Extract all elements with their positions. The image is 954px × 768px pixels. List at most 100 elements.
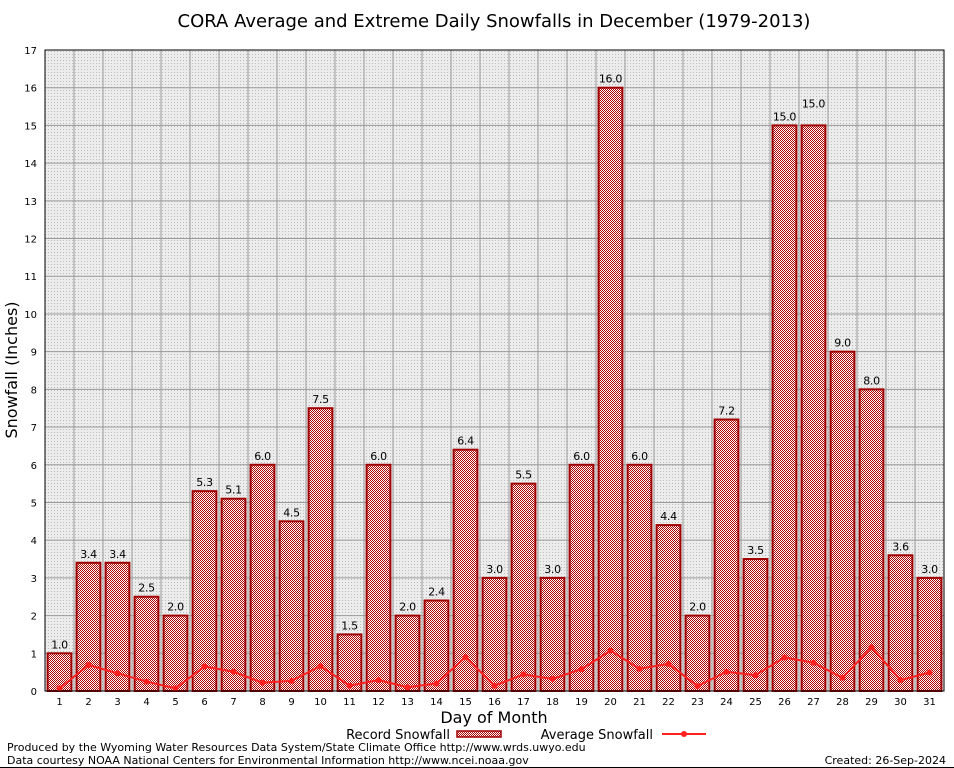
y-tick-label: 0 <box>31 687 37 698</box>
average-point-day-9 <box>288 677 295 684</box>
bar-value-label: 8.0 <box>863 374 880 387</box>
record-bar-day-9 <box>278 520 305 693</box>
average-point-day-18 <box>549 675 556 682</box>
y-axis-label: Snowfall (Inches) <box>2 301 21 438</box>
legend: Record Snowfall Average Snowfall <box>346 728 706 743</box>
x-tick-label: 4 <box>143 697 149 708</box>
average-point-day-19 <box>578 666 585 673</box>
record-bar-day-10 <box>307 407 334 692</box>
y-tick-label: 7 <box>31 423 37 434</box>
average-point-day-21 <box>636 665 643 672</box>
x-tick-label: 17 <box>517 697 530 708</box>
plot-border <box>44 49 945 692</box>
average-point-day-7 <box>230 668 237 675</box>
x-tick-label: 9 <box>288 697 294 708</box>
average-point-day-28 <box>839 674 846 681</box>
average-point-day-23 <box>694 683 701 690</box>
record-bar-day-13 <box>394 614 421 693</box>
y-tick-label: 15 <box>24 121 37 132</box>
average-point-day-6 <box>201 663 208 670</box>
x-tick-label: 14 <box>430 697 443 708</box>
average-point-day-8 <box>259 679 266 686</box>
average-point-day-26 <box>781 654 788 661</box>
y-tick-label: 2 <box>31 612 37 623</box>
y-tick-label: 5 <box>31 498 37 509</box>
average-point-day-5 <box>172 685 179 692</box>
record-bar-day-5 <box>162 614 189 693</box>
x-tick-label: 26 <box>778 697 791 708</box>
average-point-day-11 <box>346 682 353 689</box>
y-tick-label: 12 <box>24 235 37 246</box>
average-point-day-14 <box>433 680 440 687</box>
bar-value-label: 1.5 <box>341 619 358 632</box>
bar-value-label: 3.5 <box>747 544 764 557</box>
y-tick-label: 11 <box>24 272 37 283</box>
x-tick-label: 24 <box>720 697 733 708</box>
bar-value-label: 6.0 <box>254 450 271 463</box>
bar-value-label: 5.3 <box>196 476 213 489</box>
bar-value-label: 4.4 <box>660 510 677 523</box>
x-tick-label: 5 <box>172 697 178 708</box>
record-bar-day-16 <box>481 576 508 692</box>
record-bar-day-1 <box>46 652 73 693</box>
bar-value-label: 16.0 <box>599 73 623 86</box>
average-point-day-15 <box>462 654 469 661</box>
y-tick-label: 9 <box>31 348 37 359</box>
footer-courtesy: Data courtesy NOAA National Centers for … <box>7 754 529 767</box>
footer-created: Created: 26-Sep-2024 <box>824 754 946 767</box>
bar-value-label: 6.4 <box>457 435 474 448</box>
record-bar-day-11 <box>336 633 363 692</box>
average-point-day-24 <box>723 668 730 675</box>
legend-label-average: Average Snowfall <box>541 728 653 743</box>
average-point-day-27 <box>810 659 817 666</box>
y-tick-label: 17 <box>24 46 37 57</box>
average-point-day-20 <box>607 647 614 654</box>
footer-produced-by: Produced by the Wyoming Water Resources … <box>7 741 586 754</box>
x-tick-label: 15 <box>459 697 472 708</box>
y-tick-label: 1 <box>31 649 37 660</box>
x-tick-label: 1 <box>56 697 62 708</box>
x-tick-label: 10 <box>314 697 327 708</box>
x-tick-label: 30 <box>894 697 907 708</box>
x-tick-label: 6 <box>201 697 207 708</box>
bar-value-label: 5.5 <box>515 469 532 482</box>
record-bar-day-19 <box>568 463 595 692</box>
y-tick-label: 6 <box>31 461 37 472</box>
record-bar-day-26 <box>771 124 798 693</box>
record-bar-day-27 <box>800 124 827 693</box>
x-tick-label: 20 <box>604 697 617 708</box>
x-axis-label: Day of Month <box>440 708 547 727</box>
x-tick-label: 21 <box>633 697 646 708</box>
average-point-day-3 <box>114 670 121 677</box>
legend-marker-average <box>681 731 687 737</box>
average-point-day-4 <box>143 678 150 685</box>
bar-value-label: 7.2 <box>718 405 735 418</box>
bar-value-label: 6.0 <box>370 450 387 463</box>
bar-value-label: 2.0 <box>689 601 706 614</box>
bar-value-label: 15.0 <box>773 110 797 123</box>
x-tick-label: 3 <box>114 697 120 708</box>
x-tick-label: 11 <box>343 697 356 708</box>
average-point-day-16 <box>491 682 498 689</box>
y-tick-label: 13 <box>24 197 37 208</box>
bar-value-label: 3.0 <box>544 563 561 576</box>
record-bar-day-18 <box>539 576 566 692</box>
legend-label-record: Record Snowfall <box>346 728 450 743</box>
y-tick-label: 10 <box>24 310 37 321</box>
x-tick-label: 12 <box>372 697 385 708</box>
average-point-day-29 <box>868 644 875 651</box>
bar-value-label: 3.6 <box>892 540 909 553</box>
x-tick-label: 27 <box>807 697 820 708</box>
average-point-day-1 <box>56 685 63 692</box>
legend-swatch-record <box>456 730 502 738</box>
x-tick-label: 13 <box>401 697 414 708</box>
record-bar-day-6 <box>191 490 218 692</box>
average-point-day-31 <box>926 669 933 676</box>
bar-value-label: 5.1 <box>225 484 242 497</box>
bar-value-label: 2.0 <box>167 601 184 614</box>
bar-value-label: 4.5 <box>283 506 300 519</box>
y-tick-label: 3 <box>31 574 37 585</box>
average-point-day-25 <box>752 672 759 679</box>
bar-value-label: 1.0 <box>51 638 68 651</box>
